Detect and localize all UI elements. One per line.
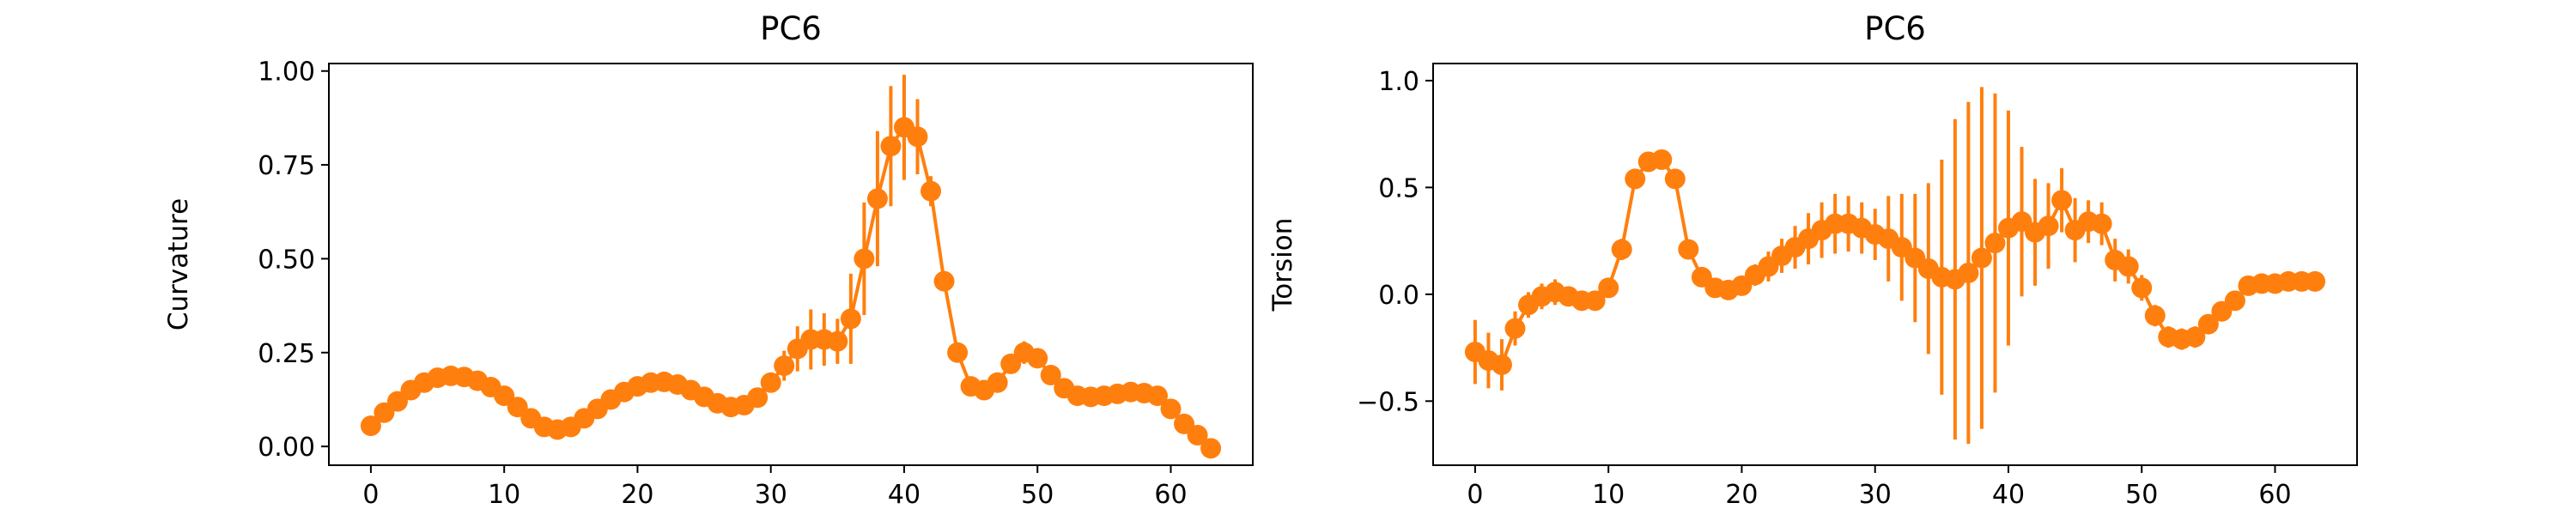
torsion-y-axis-label: Torsion xyxy=(1267,218,1298,312)
curvature-panel: PC6 Curvature 0 10 20 30 40 50 600.000.250.500… xyxy=(163,10,1254,510)
curvature-plot-frame xyxy=(328,63,1254,466)
curvature-data-point xyxy=(747,387,769,409)
curvature-y-tick-label: 0.50 xyxy=(258,245,315,275)
curvature-x-tick-label: 50 xyxy=(1021,480,1054,510)
torsion-data-point xyxy=(2197,313,2219,335)
torsion-y-tick-label: 0.5 xyxy=(1378,173,1419,203)
torsion-data-point xyxy=(1611,239,1632,260)
curvature-x-tick-label: 60 xyxy=(1154,480,1187,510)
curvature-data-point xyxy=(854,248,875,270)
curvature-data-point xyxy=(1040,365,1061,386)
torsion-y-tick-label: 0.0 xyxy=(1378,281,1419,311)
curvature-data-point xyxy=(907,126,928,148)
curvature-y-tick-label: 0.00 xyxy=(258,433,315,463)
curvature-y-tick-label: 1.00 xyxy=(258,58,315,88)
curvature-x-tick-label: 10 xyxy=(488,480,520,510)
torsion-x-tick-label: 10 xyxy=(1592,480,1625,510)
curvature-data-point xyxy=(1200,438,1222,459)
torsion-y-tick-label: 1.0 xyxy=(1378,67,1419,97)
curvature-data-point xyxy=(760,372,781,393)
torsion-data-point xyxy=(2117,256,2139,277)
torsion-data-point xyxy=(2305,270,2326,292)
curvature-data-point xyxy=(827,330,848,352)
torsion-plot-title: PC6 xyxy=(1864,10,1926,47)
torsion-x-tick-label: 0 xyxy=(1467,480,1483,510)
torsion-data-point xyxy=(1678,239,1699,260)
curvature-points xyxy=(360,117,1222,459)
curvature-plot-title: PC6 xyxy=(760,10,822,47)
torsion-x-tick-label: 30 xyxy=(1859,480,1892,510)
torsion-x-tick-label: 50 xyxy=(2125,480,2158,510)
torsion-data-point xyxy=(1958,262,1979,283)
torsion-data-point xyxy=(2224,290,2245,312)
torsion-data-point xyxy=(2091,213,2112,234)
torsion-data-point xyxy=(1625,168,1646,190)
torsion-data-point xyxy=(1491,354,1512,375)
torsion-y-tick-label: −0.5 xyxy=(1357,387,1419,417)
curvature-data-point xyxy=(774,355,795,377)
torsion-data-point xyxy=(1984,233,2006,254)
curvature-data-point xyxy=(1187,425,1208,446)
torsion-data-point xyxy=(1971,247,1992,269)
torsion-points xyxy=(1464,149,2326,375)
curvature-y-tick-label: 0.25 xyxy=(258,339,315,369)
curvature-data-point xyxy=(920,180,942,202)
torsion-panel: PC6 Torsion 0 10 20 30 40 50 60 −0.5 0.0 0.5 1.0 xyxy=(1267,10,2358,510)
curvature-data-point xyxy=(1160,398,1182,420)
torsion-plot-frame xyxy=(1432,63,2358,466)
torsion-data-point xyxy=(1504,318,1526,339)
torsion-x-tick-label: 60 xyxy=(2258,480,2291,510)
torsion-data-point xyxy=(2051,190,2073,211)
torsion-data-point xyxy=(2144,305,2166,326)
curvature-x-tick-label: 40 xyxy=(888,480,920,510)
torsion-data-point xyxy=(1598,277,1619,299)
curvature-x-tick-label: 30 xyxy=(755,480,787,510)
torsion-x-tick-label: 40 xyxy=(1992,480,2025,510)
curvature-y-axis-label: Curvature xyxy=(163,198,194,330)
curvature-data-point xyxy=(947,342,969,363)
torsion-data-point xyxy=(1651,149,1673,171)
curvature-data-point xyxy=(360,415,381,437)
curvature-data-point xyxy=(866,188,888,209)
torsion-data-point xyxy=(1664,168,1686,190)
curvature-data-point xyxy=(987,372,1008,393)
torsion-data-point xyxy=(2038,215,2059,237)
torsion-data-point xyxy=(2184,326,2206,348)
curvature-data-point xyxy=(880,136,902,157)
torsion-data-point xyxy=(1584,290,1606,312)
curvature-x-tick-label: 0 xyxy=(362,480,379,510)
torsion-x-tick-label: 20 xyxy=(1725,480,1758,510)
curvature-y-tick-label: 0.75 xyxy=(258,151,315,181)
curvature-ticks: 0 10 20 30 40 50 60 0.00 0.25 0.50 0.75 1.00 xyxy=(258,58,1187,510)
curvature-data-point xyxy=(933,270,955,292)
torsion-ticks: 0 10 20 30 40 50 60 −0.5 0.0 0.5 1.0 xyxy=(1357,67,2291,510)
curvature-data-point xyxy=(840,308,861,330)
curvature-x-tick-label: 20 xyxy=(621,480,653,510)
torsion-data-point xyxy=(2131,277,2153,299)
curvature-data-point xyxy=(1146,385,1168,407)
curvature-data-point xyxy=(1027,348,1048,369)
